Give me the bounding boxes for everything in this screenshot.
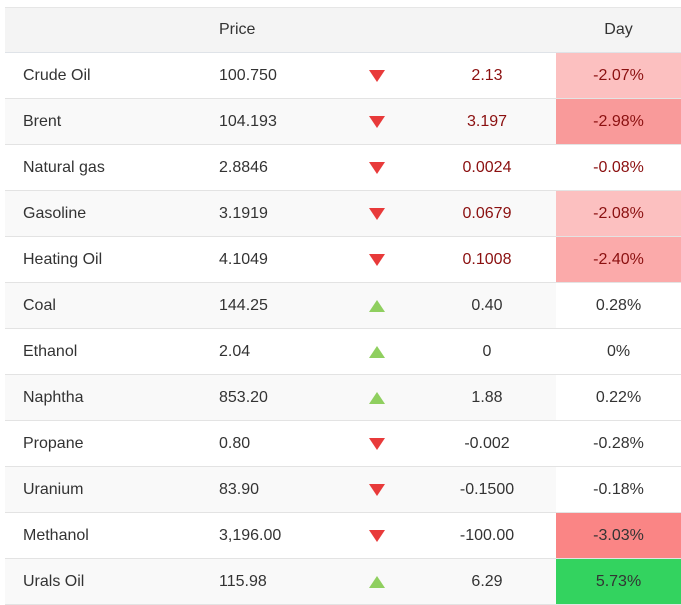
price-value: 115.98 — [219, 572, 267, 590]
price-value: 3,196.00 — [219, 526, 282, 544]
table-row[interactable]: Heating Oil 4.1049 0.1008 -2.40% — [5, 237, 681, 283]
arrow-up-icon — [367, 329, 387, 374]
commodity-name[interactable]: Naphtha — [23, 388, 84, 406]
change-value: 3.197 — [466, 112, 508, 130]
arrow-down-icon — [367, 467, 387, 512]
change-value: -0.002 — [464, 434, 510, 452]
price-value: 853.20 — [219, 388, 268, 406]
commodity-name[interactable]: Crude Oil — [23, 66, 91, 84]
change-value: 0 — [482, 342, 492, 360]
day-change-cell: 0.28% — [556, 283, 681, 328]
arrow-up-icon — [367, 283, 387, 328]
header-day[interactable]: Day — [604, 21, 633, 38]
day-change-cell: -2.08% — [556, 191, 681, 236]
price-value: 2.8846 — [219, 158, 268, 176]
arrow-down-icon — [367, 421, 387, 466]
table-row[interactable]: Methanol 3,196.00 -100.00 -3.03% — [5, 513, 681, 559]
commodity-name[interactable]: Natural gas — [23, 158, 105, 176]
price-value: 4.1049 — [219, 250, 268, 268]
arrow-up-icon — [367, 559, 387, 604]
commodity-name[interactable]: Urals Oil — [23, 572, 85, 590]
table-row[interactable]: Crude Oil 100.750 2.13 -2.07% — [5, 53, 681, 99]
change-value: -100.00 — [459, 526, 515, 544]
day-change-cell: 0.22% — [556, 375, 681, 420]
table-row[interactable]: Naphtha 853.20 1.88 0.22% — [5, 375, 681, 421]
table-row[interactable]: Gasoline 3.1919 0.0679 -2.08% — [5, 191, 681, 237]
day-change-cell: -0.08% — [556, 145, 681, 190]
arrow-down-icon — [367, 145, 387, 190]
commodity-name[interactable]: Coal — [23, 296, 56, 314]
change-value: 1.88 — [471, 388, 503, 406]
day-change-cell: 5.73% — [556, 559, 681, 604]
arrow-up-icon — [367, 375, 387, 420]
commodity-name[interactable]: Brent — [23, 112, 62, 130]
commodity-name[interactable]: Heating Oil — [23, 250, 103, 268]
day-change-cell: -2.07% — [556, 53, 681, 98]
day-change-cell: -0.18% — [556, 467, 681, 512]
change-value: 0.0024 — [462, 158, 512, 176]
price-value: 0.80 — [219, 434, 251, 452]
header-price[interactable]: Price — [219, 21, 256, 38]
day-change-cell: -0.28% — [556, 421, 681, 466]
commodity-name[interactable]: Ethanol — [23, 342, 78, 360]
arrow-down-icon — [367, 513, 387, 558]
table-row[interactable]: Coal 144.25 0.40 0.28% — [5, 283, 681, 329]
arrow-down-icon — [367, 53, 387, 98]
day-change-cell: -3.03% — [556, 513, 681, 558]
change-value: 6.29 — [471, 572, 503, 590]
commodity-name[interactable]: Uranium — [23, 480, 84, 498]
table-row[interactable]: Uranium 83.90 -0.1500 -0.18% — [5, 467, 681, 513]
change-value: 0.0679 — [462, 204, 512, 222]
change-value: -0.1500 — [459, 480, 515, 498]
change-value: 0.1008 — [462, 250, 512, 268]
commodities-table: Price Day Crude Oil 100.750 2.13 -2.07% Bren… — [5, 7, 681, 605]
change-value: 2.13 — [471, 66, 503, 84]
table-header: Price Day — [5, 8, 681, 53]
table-row[interactable]: Natural gas 2.8846 0.0024 -0.08% — [5, 145, 681, 191]
table-row[interactable]: Urals Oil 115.98 6.29 5.73% — [5, 559, 681, 605]
change-value: 0.40 — [471, 296, 503, 314]
day-change-cell: -2.40% — [556, 237, 681, 282]
commodity-name[interactable]: Methanol — [23, 526, 89, 544]
day-change-cell: -2.98% — [556, 99, 681, 144]
commodity-name[interactable]: Propane — [23, 434, 84, 452]
day-change-cell: 0% — [556, 329, 681, 374]
price-value: 144.25 — [219, 296, 268, 314]
arrow-down-icon — [367, 237, 387, 282]
table-row[interactable]: Brent 104.193 3.197 -2.98% — [5, 99, 681, 145]
price-value: 83.90 — [219, 480, 260, 498]
price-value: 104.193 — [219, 112, 277, 130]
price-value: 2.04 — [219, 342, 251, 360]
table-row[interactable]: Propane 0.80 -0.002 -0.28% — [5, 421, 681, 467]
price-value: 100.750 — [219, 66, 277, 84]
price-value: 3.1919 — [219, 204, 268, 222]
arrow-down-icon — [367, 99, 387, 144]
arrow-down-icon — [367, 191, 387, 236]
commodity-name[interactable]: Gasoline — [23, 204, 87, 222]
table-row[interactable]: Ethanol 2.04 0 0% — [5, 329, 681, 375]
